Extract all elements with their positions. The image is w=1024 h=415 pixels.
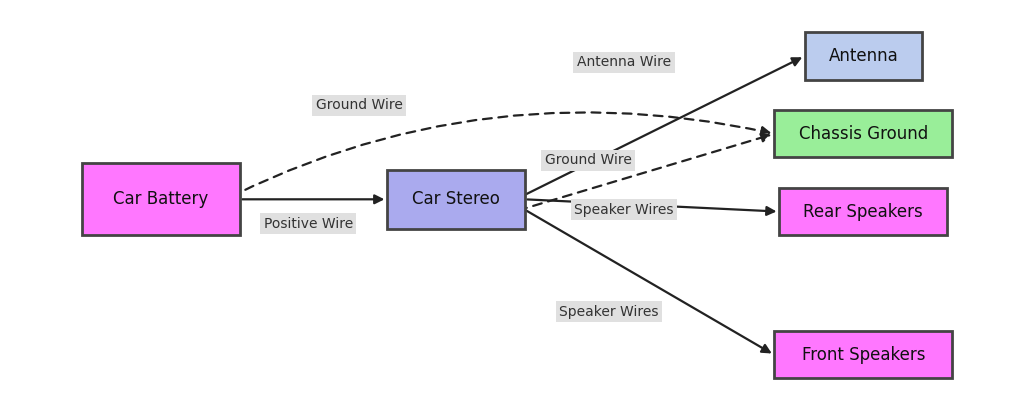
Text: Car Stereo: Car Stereo xyxy=(412,190,500,208)
FancyBboxPatch shape xyxy=(82,164,240,235)
Text: Car Battery: Car Battery xyxy=(113,190,208,208)
FancyBboxPatch shape xyxy=(387,170,524,229)
Text: Rear Speakers: Rear Speakers xyxy=(804,203,924,221)
Text: Ground Wire: Ground Wire xyxy=(545,154,632,167)
Text: Antenna Wire: Antenna Wire xyxy=(577,55,671,69)
Text: Speaker Wires: Speaker Wires xyxy=(574,203,674,217)
Text: Front Speakers: Front Speakers xyxy=(802,346,925,364)
Text: Speaker Wires: Speaker Wires xyxy=(559,305,658,319)
Text: Chassis Ground: Chassis Ground xyxy=(799,125,928,143)
Text: Ground Wire: Ground Wire xyxy=(315,98,402,112)
FancyBboxPatch shape xyxy=(779,188,947,235)
Text: Positive Wire: Positive Wire xyxy=(264,217,353,231)
FancyBboxPatch shape xyxy=(805,32,922,80)
FancyBboxPatch shape xyxy=(774,110,952,157)
Text: Antenna: Antenna xyxy=(828,47,898,65)
FancyBboxPatch shape xyxy=(774,331,952,378)
